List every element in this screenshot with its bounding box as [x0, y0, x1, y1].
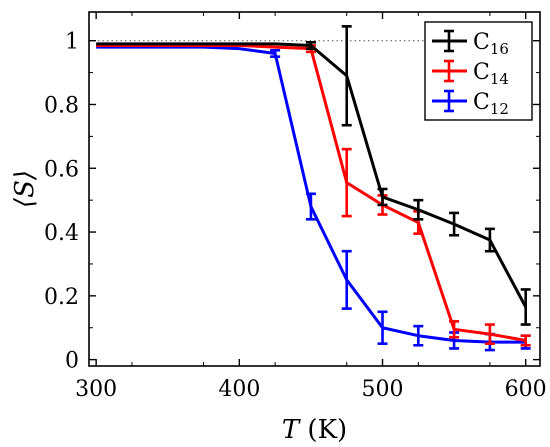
legend-label-sub: 14	[490, 70, 509, 88]
legend-label-base: C	[473, 60, 490, 85]
legend-entry-C16: C16	[432, 29, 509, 58]
legend-label: C16	[473, 30, 509, 58]
x-tick-label: 400	[218, 377, 260, 402]
y-tick-label: 0.2	[44, 285, 79, 310]
x-tick-label: 300	[75, 377, 117, 402]
y-tick-label: 1	[65, 30, 79, 55]
legend-label-base: C	[473, 90, 490, 115]
legend-entry-C12: C12	[432, 89, 509, 118]
y-tick-label: 0	[65, 349, 79, 374]
legend-label: C14	[473, 60, 509, 88]
series-C16	[96, 25, 531, 326]
x-tick-label: 600	[505, 377, 547, 402]
y-axis-title: ⟨S⟩	[10, 170, 40, 208]
y-tick-label: 0.4	[44, 221, 79, 246]
x-axis-title: T (K)	[282, 415, 347, 445]
legend-label: C12	[473, 90, 509, 118]
legend-label-sub: 16	[490, 40, 509, 58]
axis-ticks: 300 400 500 600 0 0.2 0.4 0.6 0.8 1	[44, 12, 547, 402]
y-tick-label: 0.6	[44, 157, 79, 182]
plot-frame	[88, 11, 541, 367]
y-tick-label: 0.8	[44, 93, 79, 118]
legend-label-sub: 12	[490, 100, 509, 118]
legend-entry-C14: C14	[432, 59, 509, 88]
x-axis-unit: (K)	[299, 415, 347, 445]
x-axis-symbol: T	[282, 415, 301, 445]
legend-label-base: C	[473, 30, 490, 55]
plot-area	[89, 25, 540, 352]
x-tick-label: 500	[362, 377, 404, 402]
